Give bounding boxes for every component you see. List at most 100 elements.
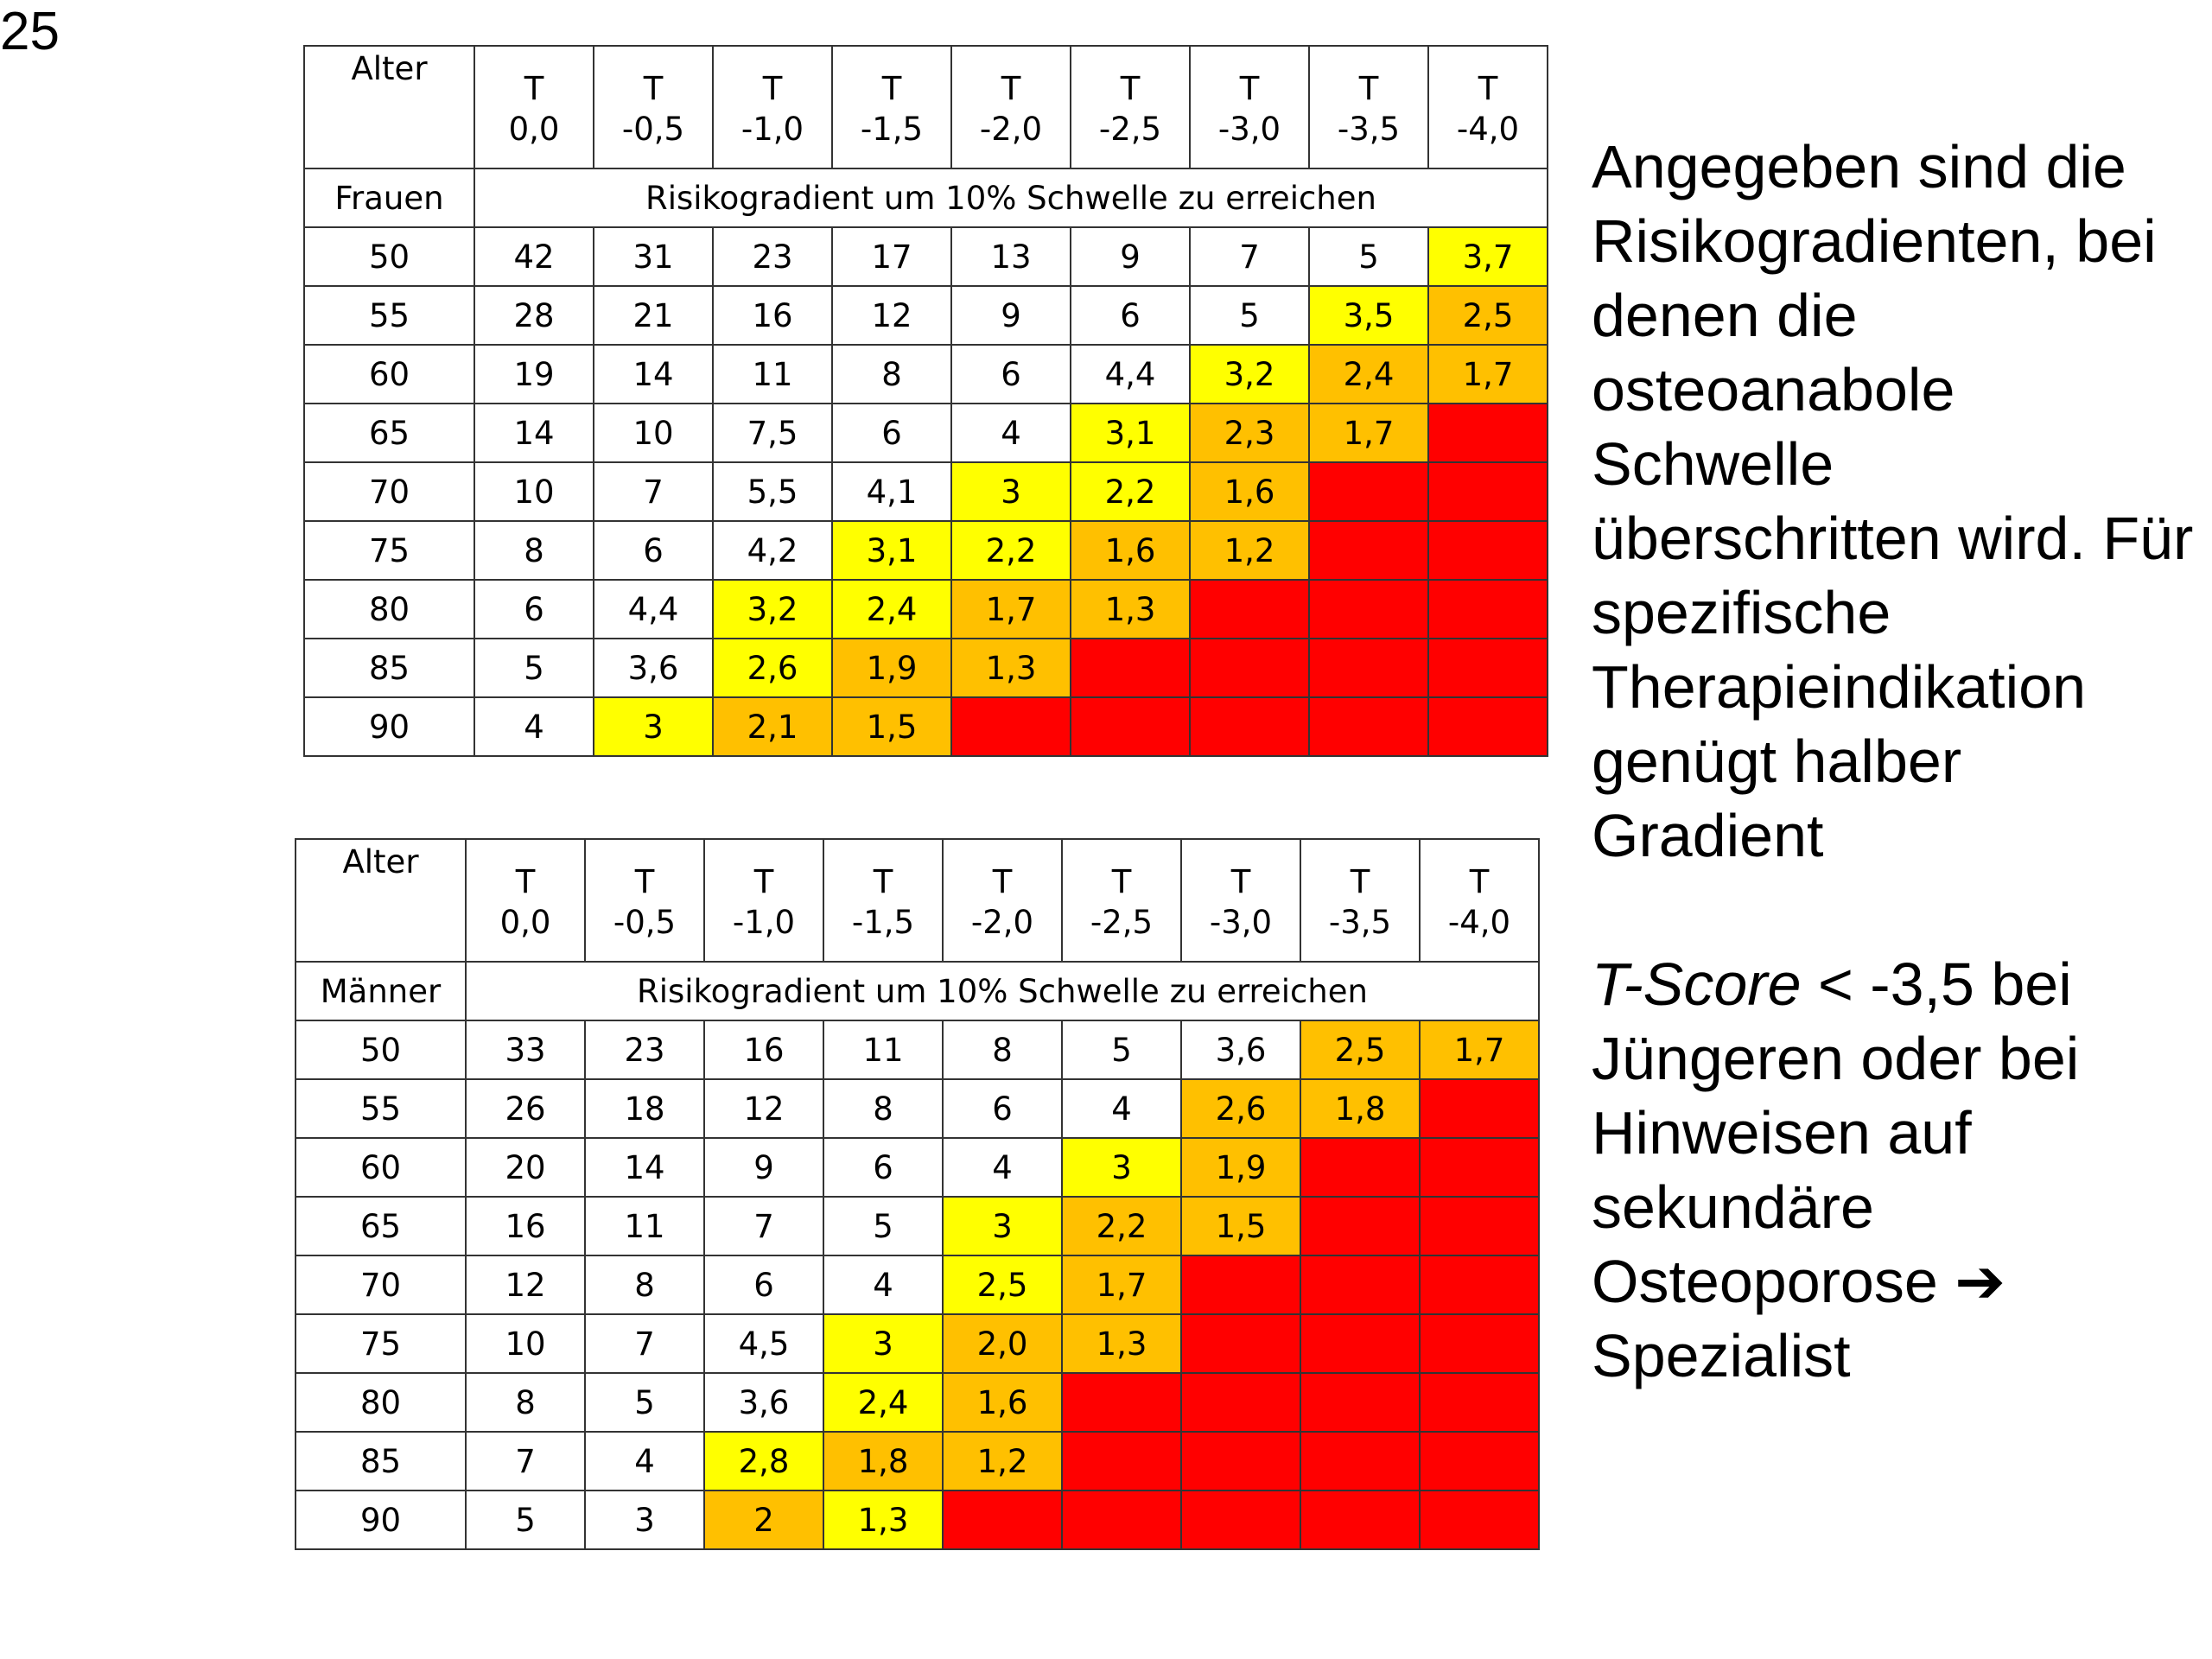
gradient-cell: 3,6 — [703, 1372, 824, 1433]
gradient-cell: 3 — [1061, 1137, 1182, 1198]
t-score-prefix: T — [1180, 838, 1301, 902]
age-cell: 55 — [303, 285, 475, 346]
t-score-prefix: T — [1189, 45, 1310, 109]
gradient-cell: 3,2 — [1189, 344, 1310, 404]
gradient-cell — [1419, 1372, 1540, 1433]
table-row: 90 4 3 2,1 1,5 — [303, 696, 1548, 757]
gradient-cell — [1419, 1431, 1540, 1491]
gradient-cell: 42 — [474, 226, 594, 287]
gradient-cell: 1,7 — [1061, 1255, 1182, 1315]
gradient-cell: 23 — [584, 1020, 705, 1080]
table-row: 80 8 5 3,6 2,4 1,6 — [295, 1372, 1540, 1433]
t-score-value: -1,0 — [703, 902, 824, 963]
t-score-term: T-Score — [1592, 950, 1802, 1018]
age-cell: 85 — [295, 1431, 467, 1491]
t-score-value: 0,0 — [465, 902, 586, 963]
gradient-cell: 4,2 — [712, 520, 833, 581]
gradient-cell — [1300, 1313, 1421, 1374]
gradient-cell: 13 — [950, 226, 1071, 287]
gradient-cell: 18 — [584, 1078, 705, 1139]
t-score-prefix: T — [1070, 45, 1191, 109]
gradient-cell — [1308, 696, 1429, 757]
age-cell: 80 — [303, 579, 475, 639]
gradient-cell: 3,1 — [831, 520, 952, 581]
age-cell: 70 — [303, 461, 475, 522]
gradient-cell: 1,3 — [823, 1490, 944, 1550]
gradient-cell: 4,4 — [1070, 344, 1191, 404]
t-score-prefix: T — [593, 45, 714, 109]
t-score-value: -2,5 — [1070, 109, 1191, 169]
subheader-row: Frauen Risikogradient um 10% Schwelle zu … — [303, 168, 1548, 228]
age-column-header: Alter — [303, 45, 475, 109]
t-score-note: T-Score < -3,5 bei Jüngeren oder bei Hin… — [1592, 947, 2196, 1393]
gradient-cell: 6 — [950, 344, 1071, 404]
group-label: Frauen — [303, 168, 475, 228]
gradient-cell: 12 — [465, 1255, 586, 1315]
gradient-cell — [1427, 461, 1548, 522]
t-score-prefix: T — [703, 838, 824, 902]
gradient-cell: 11 — [584, 1196, 705, 1256]
gradient-cell: 2,0 — [942, 1313, 1063, 1374]
t-score-value: -1,5 — [831, 109, 952, 169]
gradient-cell: 7 — [584, 1313, 705, 1374]
gradient-cell: 33 — [465, 1020, 586, 1080]
gradient-cell: 19 — [474, 344, 594, 404]
gradient-cell: 26 — [465, 1078, 586, 1139]
table-row: 65 16 11 7 5 3 2,2 1,5 — [295, 1196, 1540, 1256]
gradient-cell: 2,4 — [1308, 344, 1429, 404]
gradient-cell — [1308, 638, 1429, 698]
gradient-cell: 1,6 — [1070, 520, 1191, 581]
gradient-cell: 2,2 — [1061, 1196, 1182, 1256]
gradient-cell: 1,5 — [831, 696, 952, 757]
gradient-cell: 7 — [593, 461, 714, 522]
age-header-spacer — [303, 109, 475, 169]
header-row-t-prefix: Alter T T T T T T T T T — [303, 45, 1548, 109]
gradient-cell: 10 — [474, 461, 594, 522]
t-score-value: -2,0 — [950, 109, 1071, 169]
gradient-cell: 16 — [703, 1020, 824, 1080]
gradient-cell: 1,2 — [1189, 520, 1310, 581]
table-row: 55 28 21 16 12 9 6 5 3,5 2,5 — [303, 285, 1548, 346]
t-score-prefix: T — [950, 45, 1071, 109]
t-score-value: -1,5 — [823, 902, 944, 963]
t-score-prefix: T — [831, 45, 952, 109]
gradient-cell: 1,9 — [1180, 1137, 1301, 1198]
gradient-cell: 8 — [942, 1020, 1063, 1080]
table-row: 85 5 3,6 2,6 1,9 1,3 — [303, 638, 1548, 698]
gradient-cell: 8 — [584, 1255, 705, 1315]
gradient-cell — [1300, 1431, 1421, 1491]
gradient-cell: 5 — [1189, 285, 1310, 346]
t-score-prefix: T — [584, 838, 705, 902]
age-cell: 60 — [303, 344, 475, 404]
age-cell: 65 — [303, 403, 475, 463]
header-row-t-values: 0,0 -0,5 -1,0 -1,5 -2,0 -2,5 -3,0 -3,5 -4,0 — [303, 109, 1548, 169]
table-row: 70 12 8 6 4 2,5 1,7 — [295, 1255, 1540, 1315]
t-score-value: -2,0 — [942, 902, 1063, 963]
gradient-cell: 4 — [942, 1137, 1063, 1198]
table-row: 50 33 23 16 11 8 5 3,6 2,5 1,7 — [295, 1020, 1540, 1080]
age-cell: 85 — [303, 638, 475, 698]
t-score-prefix: T — [474, 45, 594, 109]
gradient-cell — [1427, 579, 1548, 639]
table-row: 60 20 14 9 6 4 3 1,9 — [295, 1137, 1540, 1198]
gradient-cell: 1,9 — [831, 638, 952, 698]
gradient-cell: 1,2 — [942, 1431, 1063, 1491]
gradient-cell — [1189, 638, 1310, 698]
gradient-cell: 2 — [703, 1490, 824, 1550]
age-cell: 70 — [295, 1255, 467, 1315]
table-row: 70 10 7 5,5 4,1 3 2,2 1,6 — [303, 461, 1548, 522]
gradient-cell — [1300, 1490, 1421, 1550]
gradient-cell: 1,7 — [1427, 344, 1548, 404]
gradient-cell: 8 — [823, 1078, 944, 1139]
gradient-cell: 4 — [474, 696, 594, 757]
age-cell: 90 — [295, 1490, 467, 1550]
gradient-cell — [1189, 579, 1310, 639]
t-score-value: 0,0 — [474, 109, 594, 169]
gradient-cell: 14 — [584, 1137, 705, 1198]
gradient-cell: 7 — [1189, 226, 1310, 287]
t-score-prefix: T — [942, 838, 1063, 902]
gradient-cell: 1,6 — [942, 1372, 1063, 1433]
gradient-cell: 6 — [942, 1078, 1063, 1139]
t-score-value: -0,5 — [593, 109, 714, 169]
gradient-cell: 14 — [474, 403, 594, 463]
